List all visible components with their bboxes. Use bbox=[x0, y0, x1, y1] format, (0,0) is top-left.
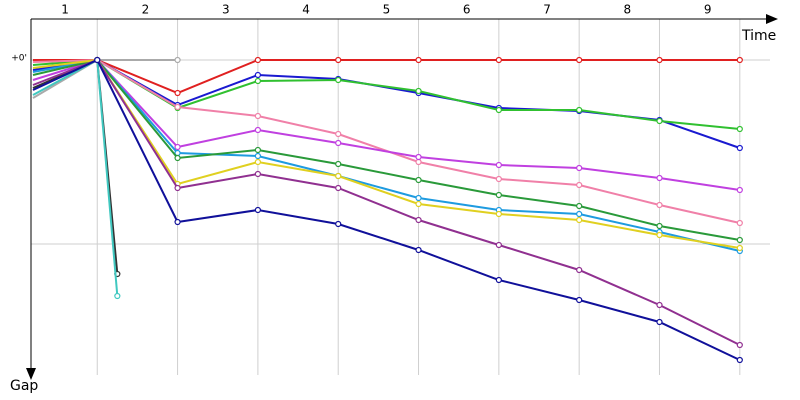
lap-label: 4 bbox=[302, 3, 310, 17]
point bbox=[415, 216, 422, 224]
point bbox=[495, 106, 502, 114]
point bbox=[656, 56, 663, 64]
series-line bbox=[32, 58, 740, 249]
point bbox=[736, 341, 743, 349]
point bbox=[254, 170, 261, 178]
series-line bbox=[32, 58, 741, 252]
lap-label: 8 bbox=[624, 3, 632, 17]
point bbox=[254, 206, 261, 214]
point bbox=[254, 77, 261, 85]
point bbox=[415, 56, 422, 64]
lap-label: 7 bbox=[543, 3, 551, 17]
point bbox=[736, 219, 743, 227]
series-line bbox=[32, 58, 741, 224]
point bbox=[254, 152, 261, 160]
point bbox=[254, 71, 261, 79]
point bbox=[254, 112, 261, 120]
point bbox=[656, 222, 663, 230]
point bbox=[495, 276, 502, 284]
series-line bbox=[32, 58, 741, 346]
point bbox=[335, 76, 342, 84]
point bbox=[576, 181, 583, 189]
y-axis-label: Gap bbox=[10, 378, 38, 394]
point bbox=[576, 296, 583, 304]
point bbox=[415, 153, 422, 161]
series-line bbox=[32, 58, 119, 297]
point bbox=[736, 186, 743, 194]
point bbox=[254, 158, 261, 166]
point bbox=[415, 194, 422, 202]
point bbox=[174, 56, 181, 64]
point bbox=[576, 210, 583, 218]
y-tick-label: +0' bbox=[11, 54, 27, 64]
x-axis-label: Time bbox=[741, 28, 776, 44]
point bbox=[656, 174, 663, 182]
point bbox=[495, 161, 502, 169]
x-arrow bbox=[766, 14, 778, 24]
point bbox=[495, 175, 502, 183]
point bbox=[335, 172, 342, 180]
lap-label: 5 bbox=[383, 3, 391, 17]
point bbox=[174, 184, 181, 192]
point bbox=[495, 56, 502, 64]
point bbox=[576, 56, 583, 64]
point bbox=[736, 236, 743, 244]
point bbox=[415, 200, 422, 208]
lap-label: 3 bbox=[222, 3, 230, 17]
point bbox=[114, 292, 121, 300]
point bbox=[335, 56, 342, 64]
point bbox=[736, 244, 743, 252]
point bbox=[335, 130, 342, 138]
point bbox=[576, 202, 583, 210]
point bbox=[736, 144, 743, 152]
point bbox=[94, 56, 101, 64]
series-line bbox=[32, 58, 741, 361]
series-line bbox=[32, 58, 119, 275]
point bbox=[174, 143, 181, 151]
point bbox=[254, 126, 261, 134]
point bbox=[335, 160, 342, 168]
point bbox=[335, 220, 342, 228]
point bbox=[576, 106, 583, 114]
series-line bbox=[33, 59, 740, 95]
point bbox=[656, 231, 663, 239]
point bbox=[174, 89, 181, 97]
point bbox=[656, 117, 663, 125]
point bbox=[576, 216, 583, 224]
point bbox=[174, 154, 181, 162]
point bbox=[736, 356, 743, 364]
point bbox=[656, 201, 663, 209]
point bbox=[415, 158, 422, 166]
point bbox=[495, 241, 502, 249]
point bbox=[415, 87, 422, 95]
y-arrow bbox=[26, 368, 36, 380]
point bbox=[415, 246, 422, 254]
point bbox=[335, 139, 342, 147]
point bbox=[495, 191, 502, 199]
lap-label: 9 bbox=[704, 3, 712, 17]
point bbox=[736, 56, 743, 64]
point bbox=[495, 210, 502, 218]
point bbox=[415, 176, 422, 184]
series-line bbox=[32, 58, 740, 241]
point bbox=[174, 103, 181, 111]
lap-label: 2 bbox=[142, 3, 150, 17]
point bbox=[656, 301, 663, 309]
point bbox=[335, 184, 342, 192]
series-line bbox=[32, 58, 740, 191]
lap-label: 1 bbox=[61, 3, 69, 17]
lap-label: 6 bbox=[463, 3, 471, 17]
series-line bbox=[32, 58, 740, 130]
point bbox=[576, 266, 583, 274]
point bbox=[174, 218, 181, 226]
point bbox=[736, 125, 743, 133]
point bbox=[576, 164, 583, 172]
point bbox=[254, 146, 261, 154]
point bbox=[656, 318, 663, 326]
point bbox=[254, 56, 261, 64]
